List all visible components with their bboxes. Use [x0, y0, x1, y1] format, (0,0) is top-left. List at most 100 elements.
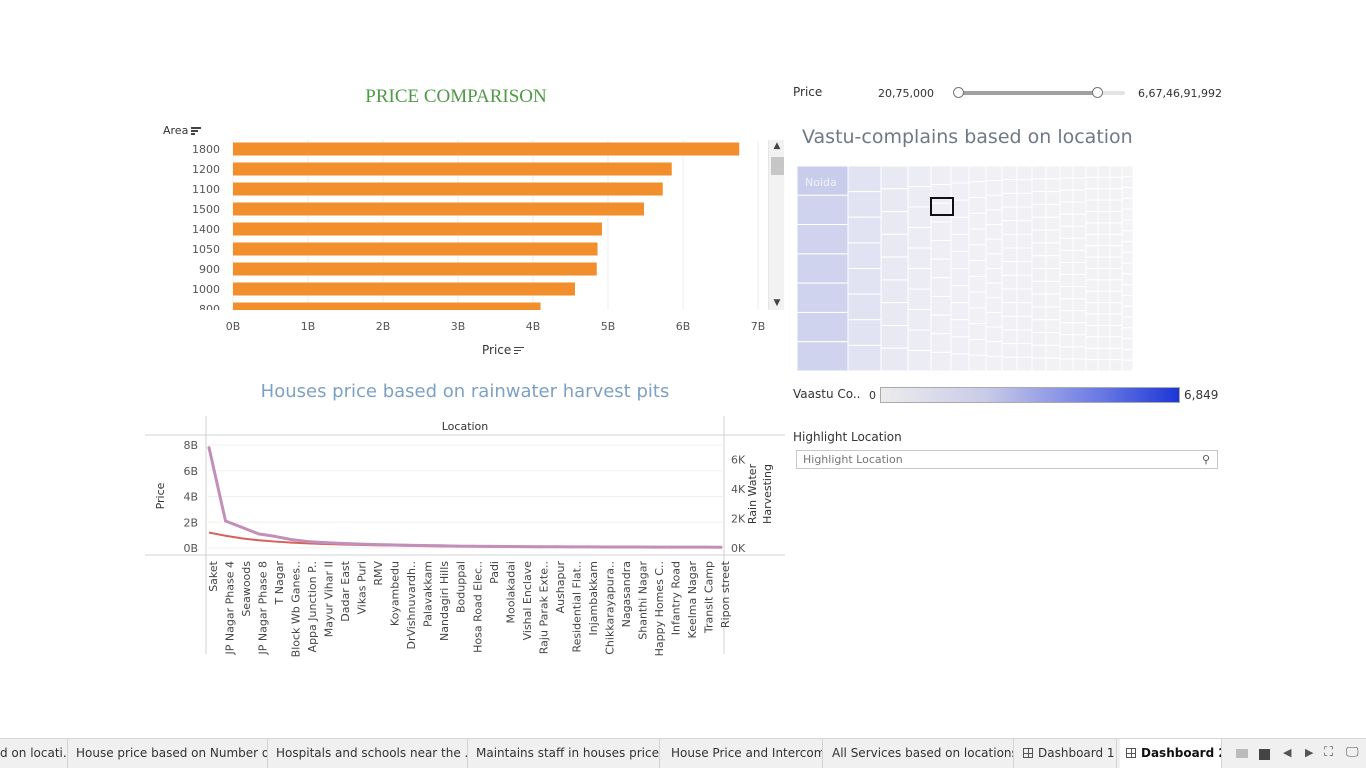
treemap-cell [1097, 245, 1111, 258]
treemap-cell [1097, 302, 1111, 315]
treemap-cell [880, 166, 909, 190]
presentation-icon[interactable]: 🖵 [1346, 745, 1359, 760]
treemap-cell [930, 184, 952, 204]
treemap-cell [1121, 208, 1133, 221]
sort-icon[interactable] [191, 127, 202, 135]
price-point [702, 545, 706, 549]
treemap-cell [1072, 298, 1087, 312]
tab-sheet-locations[interactable]: d on locati... [0, 739, 68, 768]
fullscreen-icon[interactable]: ⛶ [1324, 745, 1334, 760]
treemap-cell [968, 244, 987, 262]
treemap-cells[interactable] [797, 166, 1133, 371]
show-sheet-icon[interactable] [1259, 749, 1270, 760]
treemap-cell [1121, 251, 1133, 264]
price-slider-max-handle[interactable] [1092, 87, 1103, 98]
bar [233, 202, 644, 216]
treemap-cell [1085, 324, 1099, 338]
next-sheet-icon[interactable]: ▶ [1305, 746, 1314, 759]
treemap-cell [1072, 274, 1087, 288]
line-y2-axis-label-2: Harvesting [761, 464, 774, 524]
location-tick-label: Nandagiri Hills [438, 561, 451, 641]
treemap-cell [907, 247, 932, 269]
location-tick-label: Saket [207, 560, 220, 591]
treemap-cell [1031, 357, 1047, 371]
line-y-tick-label: 2B [183, 516, 198, 529]
treemap-cell [1045, 216, 1061, 231]
treemap-cell [985, 341, 1003, 357]
treemap-cell [1045, 280, 1061, 295]
treemap-cell [1045, 344, 1061, 359]
treemap-cell [1072, 166, 1087, 179]
tab-sheet-maintains[interactable]: Maintains staff in houses prices [470, 739, 660, 768]
bar-x-tick-label: 3B [451, 320, 466, 333]
tab-sheet-intercom[interactable]: House Price and Intercom [665, 739, 823, 768]
location-tick-label: Boduppal [455, 561, 468, 613]
area-label-text: Area [163, 124, 189, 137]
area-axis-label[interactable]: Area [163, 124, 202, 137]
treemap-cell [1001, 315, 1018, 331]
treemap-cell [1001, 302, 1018, 317]
bar [233, 182, 663, 196]
treemap-cell [1045, 268, 1061, 282]
price-axis-label[interactable]: Price [482, 343, 525, 357]
treemap-cell [1072, 177, 1087, 191]
vastu-treemap[interactable]: Noida [797, 166, 1133, 371]
tab-dashboard-2[interactable]: Dashboard 2 [1120, 739, 1222, 768]
bar-chart-scrollbar[interactable]: ▲ ▼ [768, 140, 784, 310]
location-tick-label: Shanthi Nagar [636, 561, 649, 640]
price-point [570, 545, 574, 549]
location-tick-label: Appa Junction P.. [306, 561, 319, 652]
scroll-up-icon[interactable]: ▲ [773, 141, 781, 151]
line-y2-axis-label-1: Rain Water [746, 463, 759, 524]
dashboard-icon [1126, 748, 1136, 758]
treemap-cell [1097, 166, 1111, 178]
bar-category-label: 800 [199, 303, 220, 316]
line-y-tick-label: 4B [183, 491, 198, 504]
tab-sheet-hospitals[interactable]: Hospitals and schools near the ... [270, 739, 468, 768]
treemap-cell [880, 324, 909, 349]
tab-label: d on locati... [0, 746, 68, 760]
show-filmstrip-icon[interactable] [1236, 749, 1248, 758]
treemap-cell [1072, 261, 1087, 276]
treemap-cell [847, 166, 882, 193]
tab-sheet-services[interactable]: All Services based on locations [826, 739, 1014, 768]
treemap-cell [1121, 316, 1133, 329]
price-slider-min-handle[interactable] [953, 87, 964, 98]
location-tick-label: Raju Parak Exte.. [537, 561, 550, 654]
treemap-cell [950, 216, 970, 235]
bar-marks: 1800 1200 1100 1500 1400 1050 900 1000 800 [192, 142, 740, 316]
scroll-down-icon[interactable]: ▼ [773, 298, 781, 308]
location-tick-label: DrVishnuvardh.. [405, 561, 418, 650]
treemap-cell [1059, 274, 1074, 288]
price-point [521, 545, 525, 549]
treemap-cell [907, 309, 932, 331]
treemap-cell [1121, 197, 1133, 210]
prev-sheet-icon[interactable]: ◀ [1283, 746, 1292, 759]
treemap-cell [1085, 256, 1099, 270]
treemap-cell [1001, 356, 1018, 371]
treemap-cell [1016, 206, 1033, 222]
treemap-cell [1097, 313, 1111, 326]
treemap-selected-cell [930, 197, 954, 216]
search-icon[interactable]: ⚲ [1202, 453, 1211, 466]
treemap-cell [1016, 261, 1033, 276]
treemap-cell [1045, 293, 1061, 308]
treemap-cell [1072, 225, 1087, 239]
highlight-location-input[interactable] [796, 450, 1218, 469]
treemap-cell [847, 216, 882, 244]
tab-sheet-number[interactable]: House price based on Number o... [70, 739, 268, 768]
tab-dashboard-1[interactable]: Dashboard 1 [1017, 739, 1117, 768]
scroll-thumb[interactable] [771, 157, 784, 175]
bar-category-label: 1000 [192, 283, 220, 296]
treemap-cell [847, 191, 882, 218]
treemap-cell [968, 323, 987, 340]
treemap-cell [880, 256, 909, 281]
sort-icon[interactable] [514, 346, 525, 355]
location-tick-label: JP Nagar Phase 4 [224, 561, 237, 655]
treemap-cell [1072, 249, 1087, 263]
treemap-cell [1045, 191, 1061, 205]
treemap-cell [1001, 343, 1018, 358]
treemap-cell [985, 224, 1003, 240]
price-point [504, 544, 508, 548]
treemap-cell [1031, 268, 1047, 282]
